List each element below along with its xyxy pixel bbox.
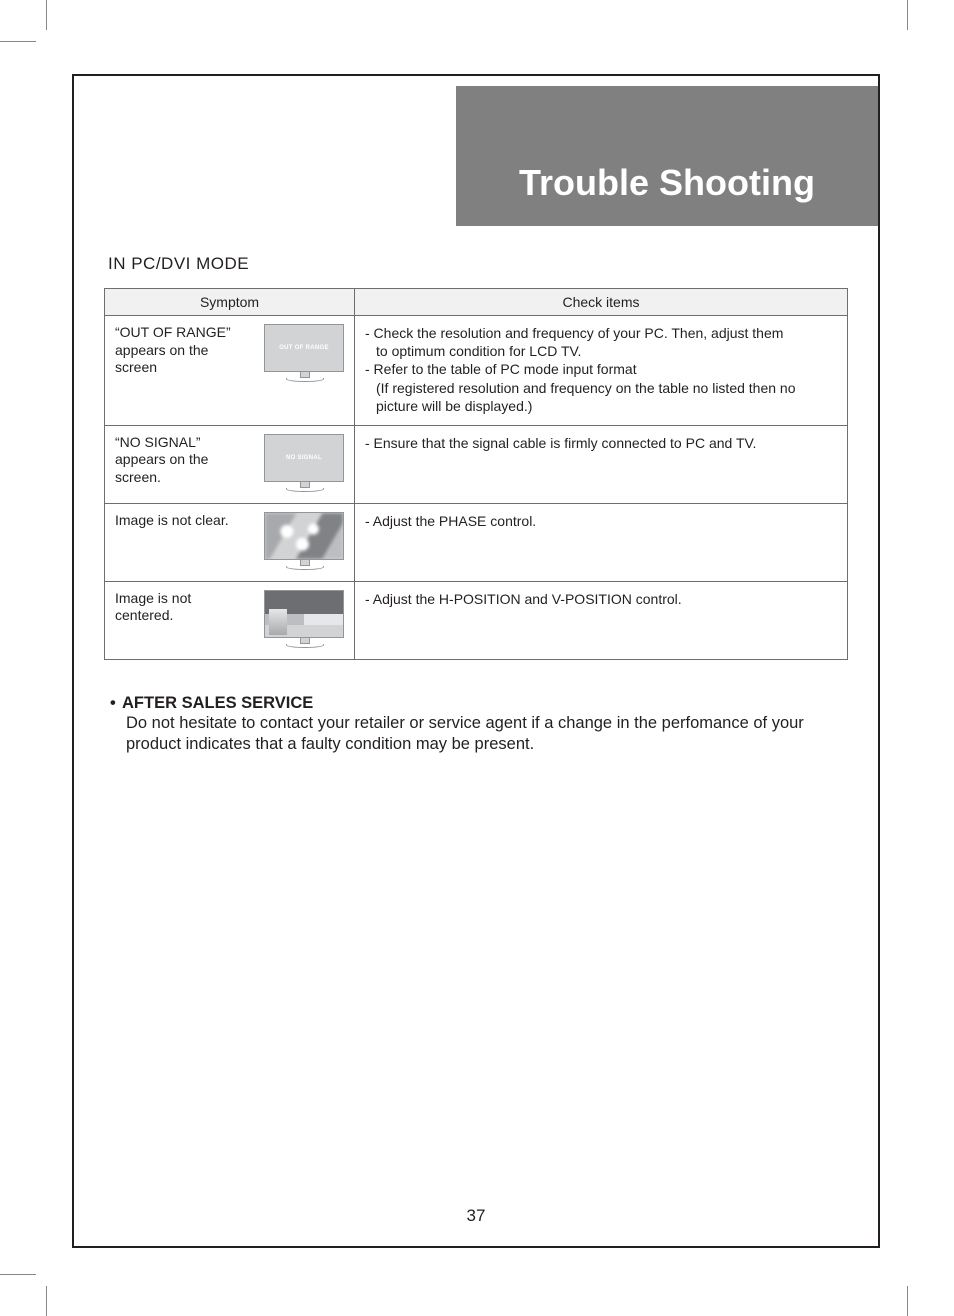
crop-mark	[0, 1274, 36, 1275]
check-lines: - Check the resolution and frequency of …	[365, 324, 837, 415]
table-row: “NO SIGNAL” appears on the screen. NO SIG…	[105, 425, 848, 503]
tv-icon: NO SIGNAL	[264, 434, 344, 496]
check-cell: - Adjust the H-POSITION and V-POSITION c…	[355, 581, 848, 659]
tv-icon: OUT OF RANGE	[264, 324, 344, 386]
check-line: - Adjust the H-POSITION and V-POSITION c…	[365, 590, 837, 608]
check-line: to optimum condition for LCD TV.	[365, 342, 837, 360]
symptom-text: Image is not clear.	[115, 512, 235, 530]
bullet-icon: •	[110, 694, 122, 713]
after-sales-heading: •AFTER SALES SERVICE	[110, 694, 842, 713]
after-sales-body: Do not hesitate to contact your retailer…	[110, 713, 842, 756]
table-row: “OUT OF RANGE” appears on the screen OUT …	[105, 316, 848, 426]
symptom-text: Image is not centered.	[115, 590, 235, 625]
tv-screen-icon: OUT OF RANGE	[264, 324, 344, 372]
tv-screen-icon: NO SIGNAL	[264, 434, 344, 482]
check-line: - Check the resolution and frequency of …	[365, 324, 837, 342]
symptom-cell: Image is not clear.	[105, 503, 355, 581]
tv-icon	[264, 590, 344, 652]
symptom-cell: “OUT OF RANGE” appears on the screen OUT …	[105, 316, 355, 426]
col-header-symptom: Symptom	[105, 289, 355, 316]
crop-mark	[907, 0, 908, 30]
page-frame: Trouble Shooting IN PC/DVI MODE Symptom …	[72, 74, 880, 1248]
tv-stand-icon	[286, 560, 322, 570]
content-area: IN PC/DVI MODE Symptom Check items “OUT …	[104, 254, 848, 756]
tv-stand-icon	[286, 482, 322, 492]
after-sales-heading-text: AFTER SALES SERVICE	[122, 694, 313, 712]
blurry-image-icon	[265, 513, 343, 559]
col-header-check: Check items	[355, 289, 848, 316]
troubleshooting-table: Symptom Check items “OUT OF RANGE” appea…	[104, 288, 848, 660]
check-cell: - Adjust the PHASE control.	[355, 503, 848, 581]
check-line: (If registered resolution and frequency …	[365, 379, 837, 397]
tv-screen-icon	[264, 590, 344, 638]
tv-stand-icon	[286, 638, 322, 648]
table-row: Image is not centered. - Adjust the H-POS…	[105, 581, 848, 659]
check-line: - Refer to the table of PC mode input fo…	[365, 360, 837, 378]
tv-screen-icon	[264, 512, 344, 560]
crop-mark	[46, 1286, 47, 1316]
symptom-text: “NO SIGNAL” appears on the screen.	[115, 434, 235, 487]
tv-icon	[264, 512, 344, 574]
check-cell: - Ensure that the signal cable is firmly…	[355, 425, 848, 503]
tv-stand-icon	[286, 372, 322, 382]
table-row: Image is not clear. - Adjust the PHASE co…	[105, 503, 848, 581]
check-lines: - Ensure that the signal cable is firmly…	[365, 434, 837, 452]
check-lines: - Adjust the H-POSITION and V-POSITION c…	[365, 590, 837, 608]
section-heading: IN PC/DVI MODE	[108, 254, 848, 274]
crop-mark	[907, 1286, 908, 1316]
screen-message: OUT OF RANGE	[279, 345, 329, 351]
check-line: - Ensure that the signal cable is firmly…	[365, 434, 837, 452]
check-line: - Adjust the PHASE control.	[365, 512, 837, 530]
crop-mark	[46, 0, 47, 30]
after-sales-section: •AFTER SALES SERVICE Do not hesitate to …	[104, 694, 848, 756]
crop-mark	[0, 41, 36, 42]
header-bar: Trouble Shooting	[456, 86, 878, 226]
check-cell: - Check the resolution and frequency of …	[355, 316, 848, 426]
symptom-cell: “NO SIGNAL” appears on the screen. NO SIG…	[105, 425, 355, 503]
page-number: 37	[74, 1206, 878, 1226]
symptom-text: “OUT OF RANGE” appears on the screen	[115, 324, 235, 377]
check-lines: - Adjust the PHASE control.	[365, 512, 837, 530]
page-title: Trouble Shooting	[519, 162, 815, 204]
check-line: picture will be displayed.)	[365, 397, 837, 415]
screen-message: NO SIGNAL	[286, 455, 322, 461]
shifted-image-icon	[265, 591, 343, 637]
symptom-cell: Image is not centered.	[105, 581, 355, 659]
